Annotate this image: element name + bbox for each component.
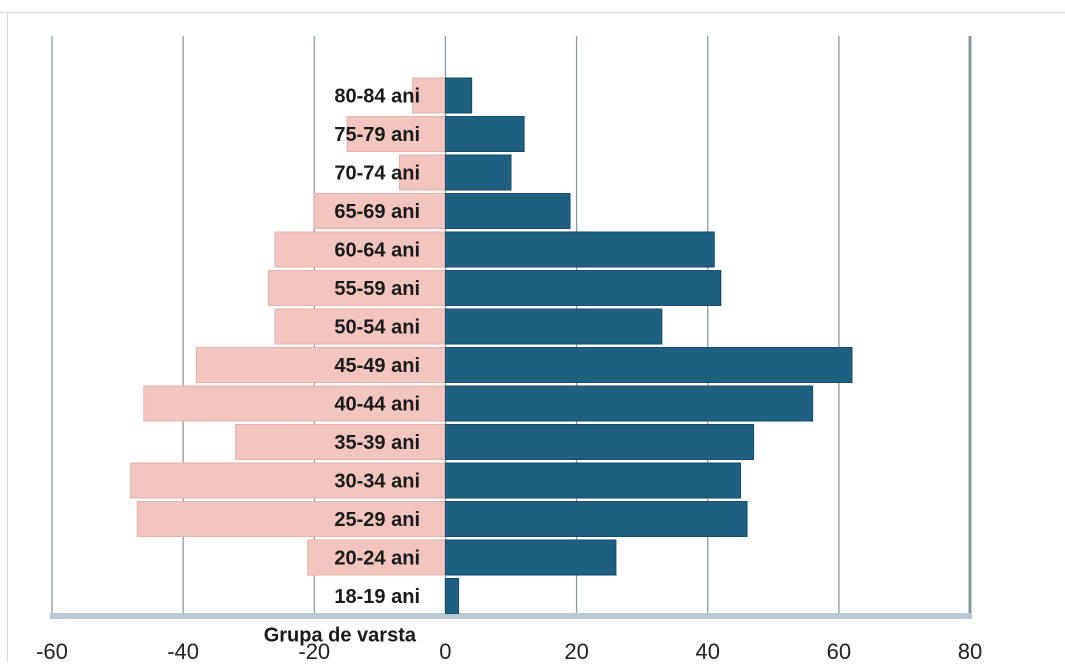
bar [130,462,446,499]
category-label: 50-54 ani [334,317,420,339]
category-label: 40-44 ani [334,394,420,416]
bar [444,231,715,268]
bar [399,154,446,191]
bar [444,385,814,422]
bar [235,424,446,460]
x-tick-label: -60 [36,639,68,664]
bar [444,270,722,306]
bar [412,77,446,114]
bar [274,231,446,268]
category-label: 80-84 ani [334,86,420,108]
frame-top-border [0,12,1065,13]
x-tick-label: -40 [167,639,199,664]
x-tick-label: 60 [827,639,851,664]
bar [195,347,446,383]
bar [267,270,446,306]
x-tick-label: -20 [298,639,330,664]
category-label: Grupa de varsta [264,625,417,647]
frame-left-border [7,12,8,662]
category-label: 35-39 ani [334,432,420,454]
category-label: 55-59 ani [334,278,420,300]
category-label: 20-24 ani [334,548,420,570]
x-tick-label: 20 [564,639,588,664]
category-label: 45-49 ani [334,355,420,377]
bar [444,193,571,229]
category-label: 30-34 ani [334,471,420,493]
bar [136,501,446,537]
bar [444,154,512,191]
bar [444,539,617,576]
bar [444,501,748,537]
x-tick-label: 80 [958,639,982,664]
bar [444,347,853,383]
bar [274,308,446,345]
category-label: 70-74 ani [334,163,420,185]
bar [444,578,460,614]
x-tick-label: 0 [439,639,451,664]
bar [307,539,446,576]
bar [444,77,473,114]
bar [444,116,525,152]
x-tick-label: 40 [695,639,719,664]
bar [444,462,741,499]
bar [346,116,446,152]
category-label: 75-79 ani [334,124,420,146]
category-label: 25-29 ani [334,509,420,531]
bar [444,308,663,345]
category-label: 60-64 ani [334,240,420,262]
bar [143,385,446,422]
x-axis-band [50,613,972,619]
category-label: 18-19 ani [334,586,420,608]
category-label: 65-69 ani [334,201,420,223]
bar [444,424,755,460]
bar [313,193,446,229]
